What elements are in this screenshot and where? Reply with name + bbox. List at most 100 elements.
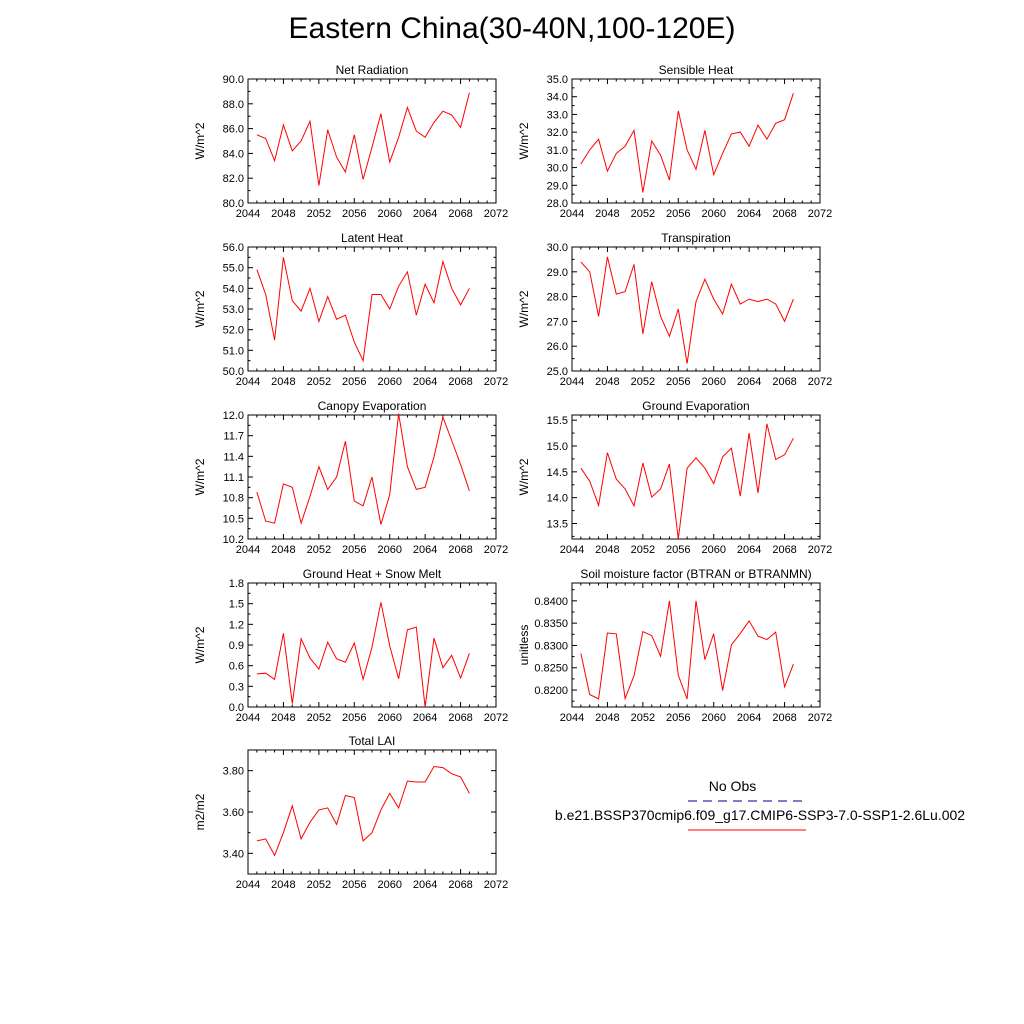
y-tick-label: 27.0 [547,316,568,328]
x-tick-label: 2064 [413,879,437,891]
x-tick-label: 2048 [271,712,295,724]
y-tick-label: 11.4 [223,451,244,463]
y-tick-label: 0.3 [229,681,244,693]
y-axis-label: W/m^2 [517,290,531,327]
x-tick-label: 2068 [772,544,796,556]
y-tick-label: 31.0 [547,145,568,157]
x-tick-label: 2052 [307,376,331,388]
y-axis-label: W/m^2 [517,122,531,159]
y-tick-label: 52.0 [223,325,244,337]
x-tick-label: 2056 [342,879,366,891]
y-tick-label: 1.5 [229,599,244,611]
x-tick-label: 2048 [595,712,619,724]
x-tick-label: 2068 [448,544,472,556]
y-tick-label: 11.7 [223,431,244,443]
y-tick-label: 1.8 [229,578,244,590]
y-tick-label: 51.0 [223,345,244,357]
y-tick-label: 29.0 [547,180,568,192]
series-line [256,602,470,708]
page-title: Eastern China(30-40N,100-120E) [288,12,736,45]
y-tick-label: 90.0 [223,74,244,86]
x-tick-label: 2060 [377,544,401,556]
x-tick-label: 2068 [448,208,472,220]
chart-total-lai: 2044 2048 2052 2056 2060 2064 2068 2072 3.40 3.60… [193,734,508,891]
x-tick-label: 2048 [595,544,619,556]
chart-title: Soil moisture factor (BTRAN or BTRANMN) [580,567,811,581]
chart-latent-heat: 2044 2048 2052 2056 2060 2064 2068 2072 50.0 51.0… [193,231,508,388]
plot-frame [571,78,821,204]
x-tick-label: 2064 [737,544,761,556]
chart-net-radiation: 2044 2048 2052 2056 2060 2064 2068 2072 80.0 82.0… [193,63,508,220]
x-tick-label: 2072 [808,208,832,220]
x-tick-label: 2064 [413,712,437,724]
x-tick-label: 2044 [560,208,584,220]
x-tick-label: 2056 [342,208,366,220]
y-axis-label: W/m^2 [193,626,207,663]
x-tick-label: 2052 [307,208,331,220]
y-tick-label: 0.8350 [534,618,568,630]
x-tick-label: 2044 [236,208,260,220]
y-tick-label: 28.0 [547,198,568,210]
y-tick-label: 12.0 [223,410,244,422]
y-tick-label: 80.0 [223,198,244,210]
x-tick-label: 2068 [448,376,472,388]
x-tick-label: 2072 [808,712,832,724]
x-tick-label: 2072 [484,712,508,724]
x-tick-label: 2072 [808,544,832,556]
y-tick-label: 14.0 [547,493,568,505]
y-tick-label: 34.0 [547,92,568,104]
y-tick-label: 11.1 [223,472,244,484]
x-tick-label: 2072 [484,544,508,556]
x-tick-label: 2068 [772,712,796,724]
y-tick-label: 0.8300 [534,640,568,652]
x-tick-label: 2048 [271,879,295,891]
x-tick-label: 2060 [377,208,401,220]
x-tick-label: 2056 [342,544,366,556]
x-tick-label: 2060 [701,208,725,220]
x-tick-label: 2044 [236,544,260,556]
x-tick-label: 2064 [737,376,761,388]
y-tick-label: 0.9 [229,640,244,652]
chart-transpiration: 2044 2048 2052 2056 2060 2064 2068 2072 25.0 26.0… [517,231,832,388]
y-tick-label: 33.0 [547,109,568,121]
x-tick-label: 2044 [560,376,584,388]
y-tick-label: 10.8 [223,493,244,505]
y-tick-label: 0.6 [229,661,244,673]
y-tick-label: 50.0 [223,366,244,378]
y-tick-label: 0.8200 [534,685,568,697]
x-tick-label: 2072 [484,879,508,891]
series-line [580,600,794,701]
y-tick-label: 32.0 [547,127,568,139]
x-tick-label: 2044 [236,879,260,891]
x-tick-label: 2072 [484,208,508,220]
x-tick-label: 2056 [666,376,690,388]
x-tick-label: 2056 [342,712,366,724]
y-tick-label: 56.0 [223,242,244,254]
x-tick-label: 2068 [448,712,472,724]
x-tick-label: 2064 [413,208,437,220]
x-tick-label: 2044 [560,544,584,556]
x-tick-label: 2044 [560,712,584,724]
y-tick-label: 3.80 [223,766,244,778]
x-tick-label: 2052 [631,544,655,556]
chart-title: Net Radiation [336,63,409,77]
chart-soil-moisture-factor-btran-or-btranmn: 2044 2048 2052 2056 2060 2064 2068 2072 0.8200 0.… [517,567,832,724]
x-tick-label: 2048 [595,376,619,388]
x-tick-label: 2060 [377,376,401,388]
y-tick-label: 10.5 [223,513,244,525]
y-axis-label: m2/m2 [193,793,207,830]
x-tick-label: 2064 [737,208,761,220]
y-tick-label: 28.0 [547,292,568,304]
y-tick-label: 35.0 [547,74,568,86]
y-tick-label: 0.0 [229,702,244,714]
series-line [256,257,470,363]
chart-ground-heat-snow-melt: 2044 2048 2052 2056 2060 2064 2068 2072 0.0 0.3 0.… [193,567,508,724]
y-axis-label: W/m^2 [193,122,207,159]
x-tick-label: 2060 [701,712,725,724]
x-tick-label: 2052 [307,879,331,891]
y-tick-label: 10.2 [223,534,244,546]
chart-sensible-heat: 2044 2048 2052 2056 2060 2064 2068 2072 28.0 29.0… [517,63,832,220]
y-tick-label: 88.0 [223,99,244,111]
y-tick-label: 0.8400 [534,596,568,608]
